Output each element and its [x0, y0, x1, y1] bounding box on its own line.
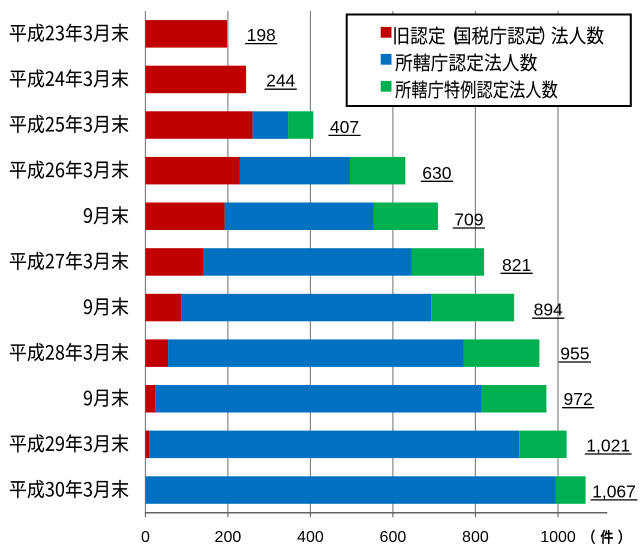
svg-text:0: 0 [141, 529, 150, 546]
svg-text:1,021: 1,021 [586, 436, 630, 456]
svg-text:600: 600 [380, 529, 407, 546]
svg-text:244: 244 [266, 71, 295, 91]
svg-text:400: 400 [297, 529, 324, 546]
svg-text:630: 630 [422, 163, 451, 183]
svg-text:821: 821 [502, 255, 531, 275]
svg-text:800: 800 [462, 529, 489, 546]
svg-text:200: 200 [215, 529, 242, 546]
svg-text:709: 709 [454, 210, 483, 230]
svg-text:972: 972 [563, 389, 592, 409]
svg-text:955: 955 [560, 344, 589, 364]
svg-text:407: 407 [330, 117, 359, 137]
svg-text:1,067: 1,067 [592, 481, 636, 501]
svg-text:198: 198 [247, 25, 276, 45]
svg-text:894: 894 [534, 300, 563, 320]
svg-text:1000: 1000 [540, 529, 576, 546]
